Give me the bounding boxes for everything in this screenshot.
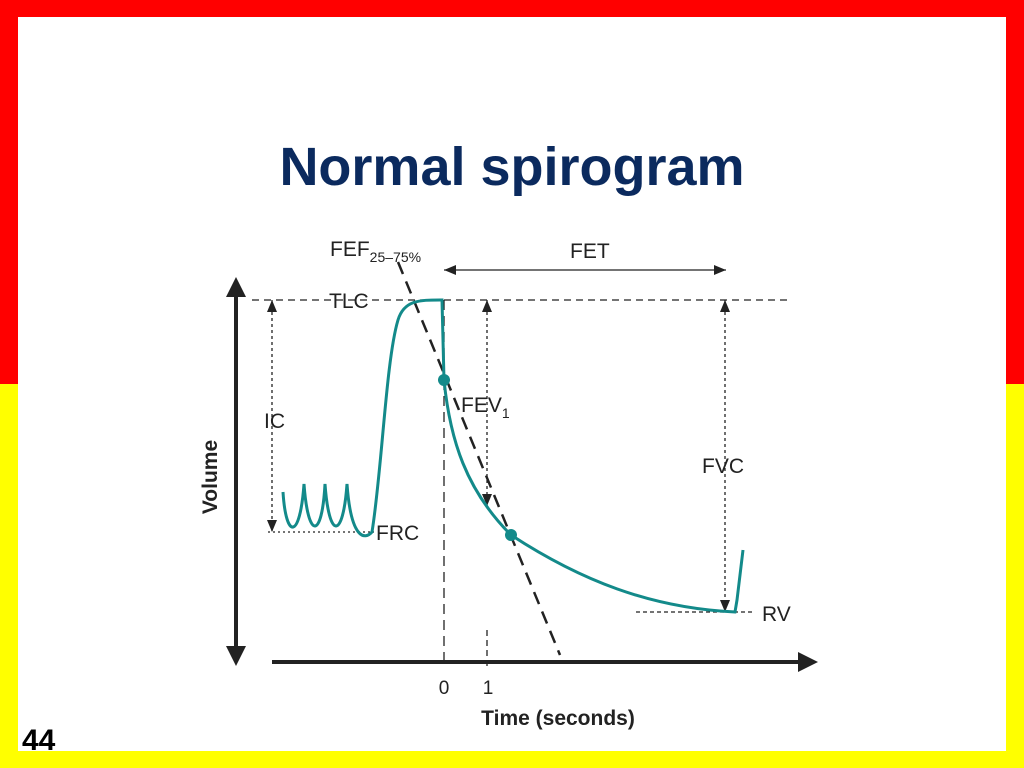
- y-axis-label: Volume: [199, 440, 222, 514]
- time-axis: [272, 652, 818, 672]
- slide-title: Normal spirogram: [279, 137, 745, 197]
- page-number: 44: [22, 724, 56, 757]
- ic-label: IC: [264, 410, 285, 433]
- x-axis-label: Time (seconds): [481, 707, 635, 730]
- fet-arrow: [444, 265, 726, 275]
- slide-canvas: [18, 17, 1006, 751]
- ic-arrow: [267, 300, 277, 532]
- fvc-label: FVC: [702, 455, 744, 478]
- tlc-label: TLC: [329, 290, 369, 313]
- fvc-arrow: [720, 300, 730, 612]
- fef25-point: [438, 374, 450, 386]
- volume-axis: [226, 277, 246, 666]
- frc-label: FRC: [376, 522, 419, 545]
- fef-label: FEF25–75%: [330, 238, 421, 265]
- fef-slope-line: [396, 261, 562, 656]
- fef75-point: [505, 529, 517, 541]
- fet-label: FET: [570, 240, 610, 263]
- tick-label-0: 0: [439, 678, 450, 699]
- fev1-label: FEV1: [461, 394, 510, 421]
- spirogram-curve: [281, 298, 745, 614]
- rv-label: RV: [762, 603, 791, 626]
- tick-label-1: 1: [483, 678, 494, 699]
- fev1-arrow: [482, 300, 492, 506]
